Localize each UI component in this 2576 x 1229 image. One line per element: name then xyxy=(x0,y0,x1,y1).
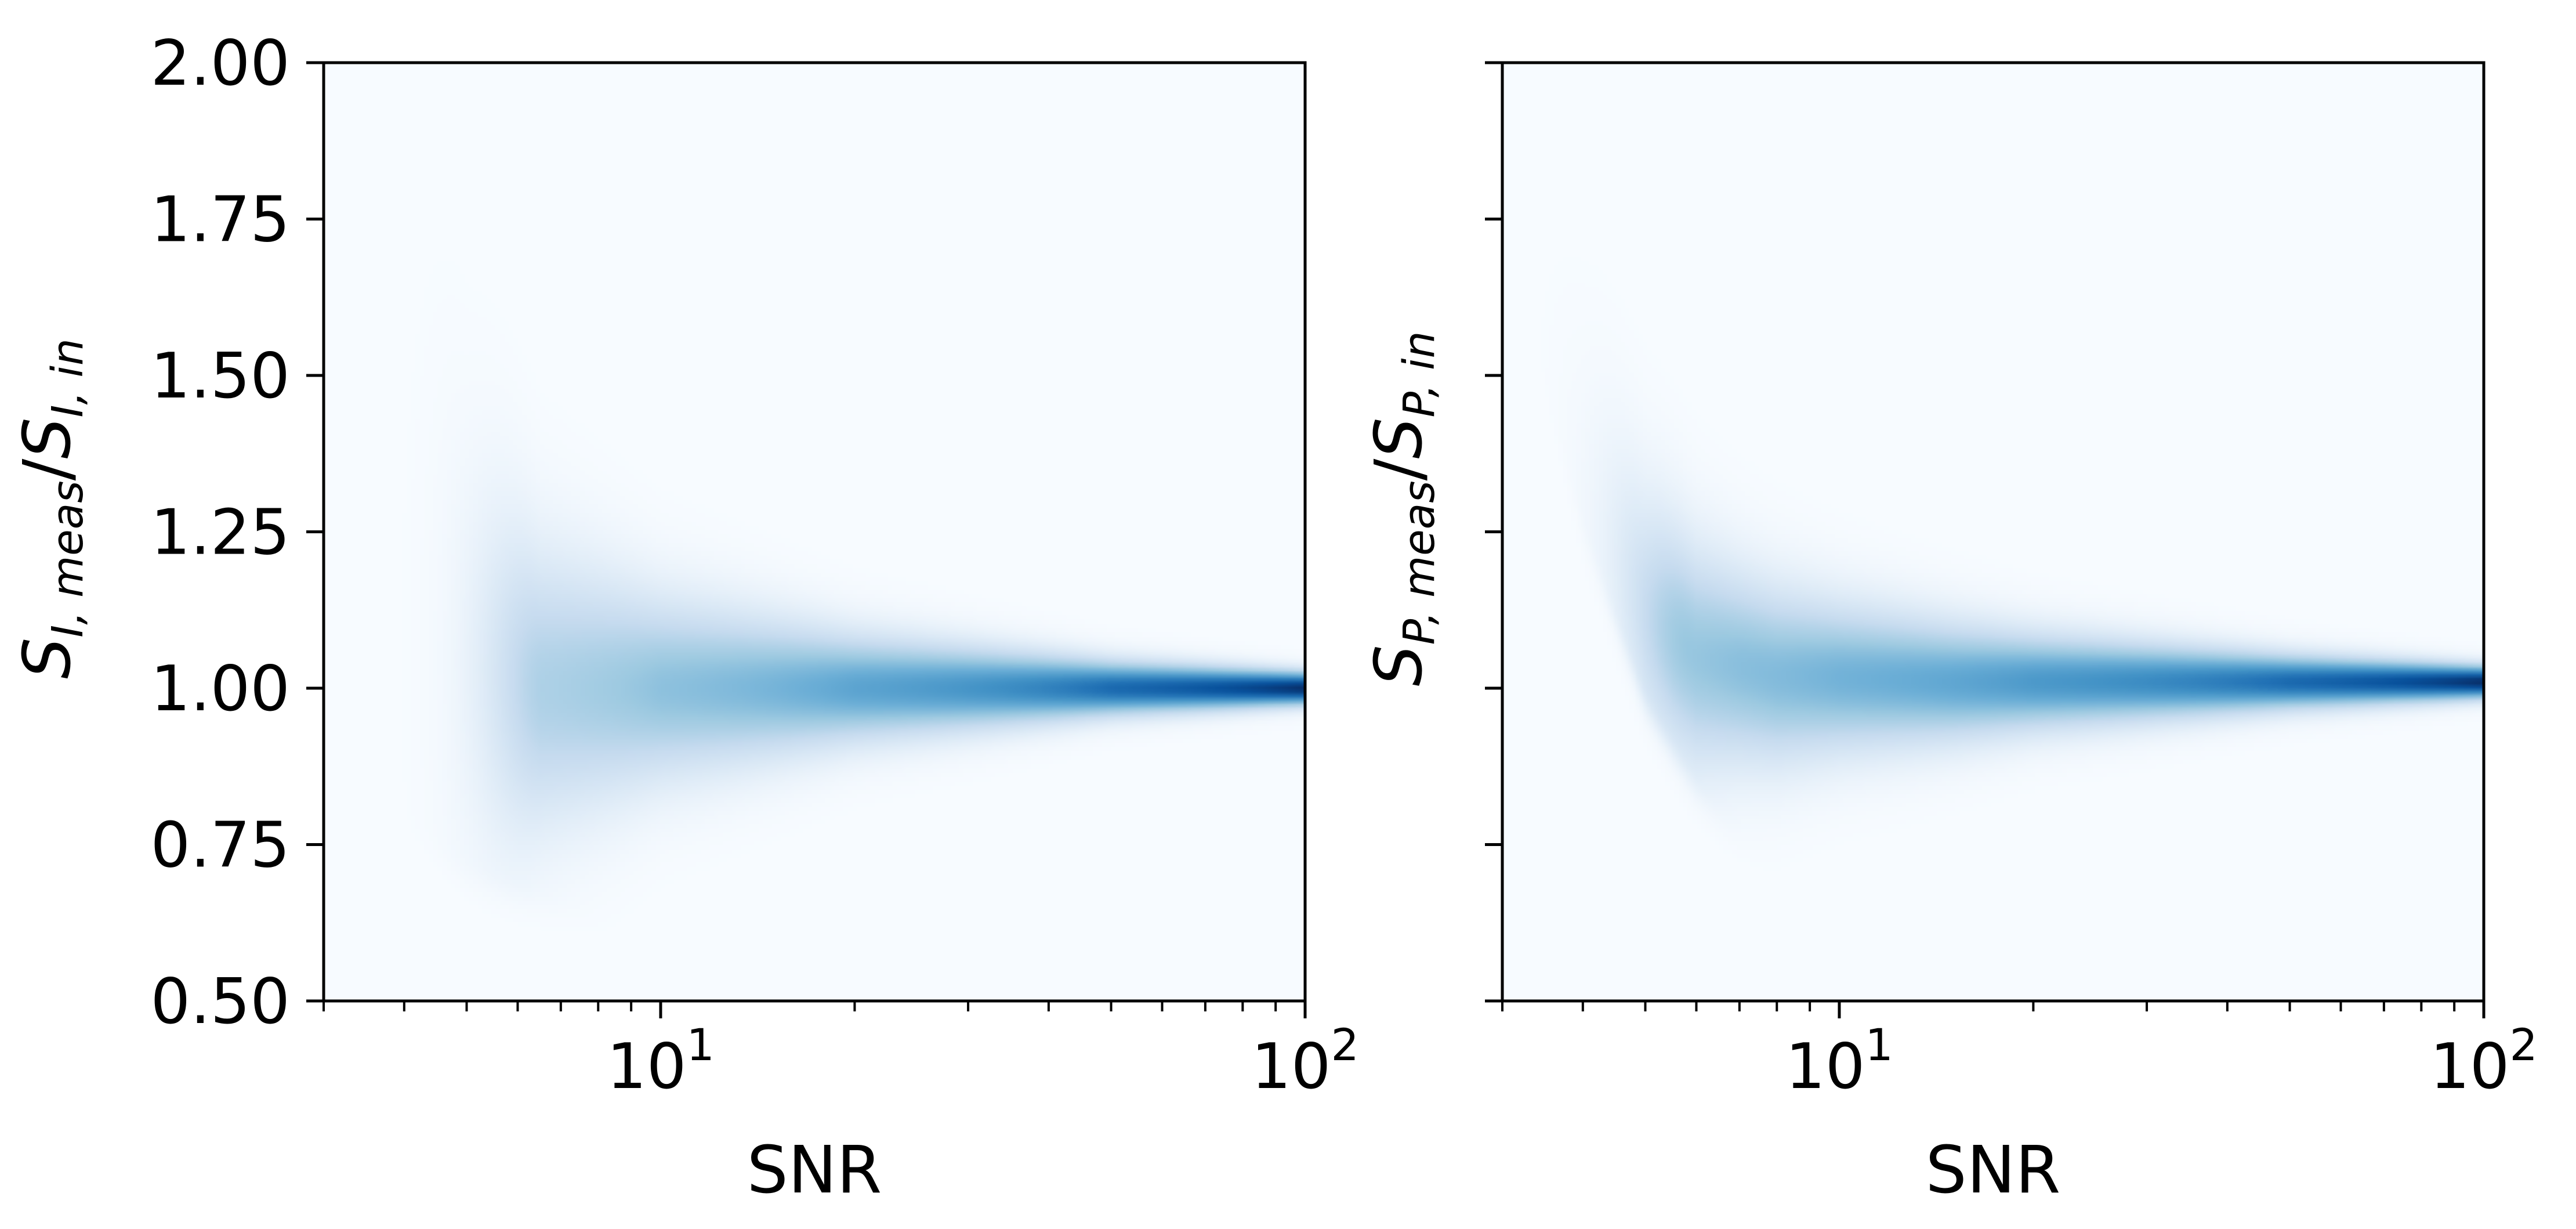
right-ylabel-base-2: S xyxy=(1361,418,1437,459)
right-x-tick-exp-0: 1 xyxy=(1865,1019,1893,1071)
left-x-tick-label-0: 101 xyxy=(607,1019,715,1103)
left-ylabel-sub-1: I, meas xyxy=(43,480,93,637)
left-y-tick-label-3: 1.25 xyxy=(151,497,290,569)
right-ylabel-base-1: S xyxy=(1361,645,1437,686)
right-x-tick-label-1: 102 xyxy=(2430,1019,2538,1103)
left-axes-frame xyxy=(322,61,1307,1003)
right-ylabel-sub-2: P, in xyxy=(1394,331,1444,418)
left-x-tick-label-1: 102 xyxy=(1251,1019,1359,1103)
left-ylabel-base-1: S xyxy=(10,638,85,679)
left-ylabel-sub-2: I, in xyxy=(43,338,93,417)
right-x-tick-exp-1: 2 xyxy=(2510,1019,2538,1071)
left-x-tick-exp-0: 1 xyxy=(686,1019,714,1071)
right-y-axis-label: SP, meas/SP, in xyxy=(1361,331,1444,686)
left-x-tick-exp-1: 2 xyxy=(1331,1019,1359,1071)
right-panel: 101 102 SNR SP, meas/SP, in xyxy=(1361,61,2538,1208)
left-y-axis-label: SI, meas/SI, in xyxy=(10,338,93,679)
right-x-tick-base-1: 10 xyxy=(2430,1031,2509,1103)
right-x-axis-label: SNR xyxy=(1926,1133,2061,1208)
left-ylabel-slash: / xyxy=(10,458,85,480)
right-x-tick-label-0: 101 xyxy=(1785,1019,1893,1103)
right-x-tick-base-0: 10 xyxy=(1785,1031,1865,1103)
left-x-tick-base-1: 10 xyxy=(1251,1031,1331,1103)
left-y-tick-label-0: 0.50 xyxy=(151,966,290,1038)
right-ylabel-slash: / xyxy=(1361,458,1437,480)
left-heatmap xyxy=(324,63,1305,1001)
left-y-tick-label-1: 0.75 xyxy=(151,809,290,882)
left-y-tick-label-4: 1.50 xyxy=(151,340,290,413)
right-ylabel-sub-1: P, meas xyxy=(1394,480,1444,645)
left-x-tick-base-0: 10 xyxy=(607,1031,686,1103)
right-ticks: 101 102 xyxy=(1485,61,2538,1103)
left-y-tick-label-5: 1.75 xyxy=(151,184,290,256)
left-x-axis-label: SNR xyxy=(747,1133,882,1208)
left-y-tick-label-2: 1.00 xyxy=(151,653,290,725)
right-axes-frame xyxy=(1501,61,2486,1003)
right-heatmap xyxy=(1502,63,2484,1001)
left-y-tick-label-6: 2.00 xyxy=(151,27,290,100)
left-ylabel-base-2: S xyxy=(10,418,85,459)
